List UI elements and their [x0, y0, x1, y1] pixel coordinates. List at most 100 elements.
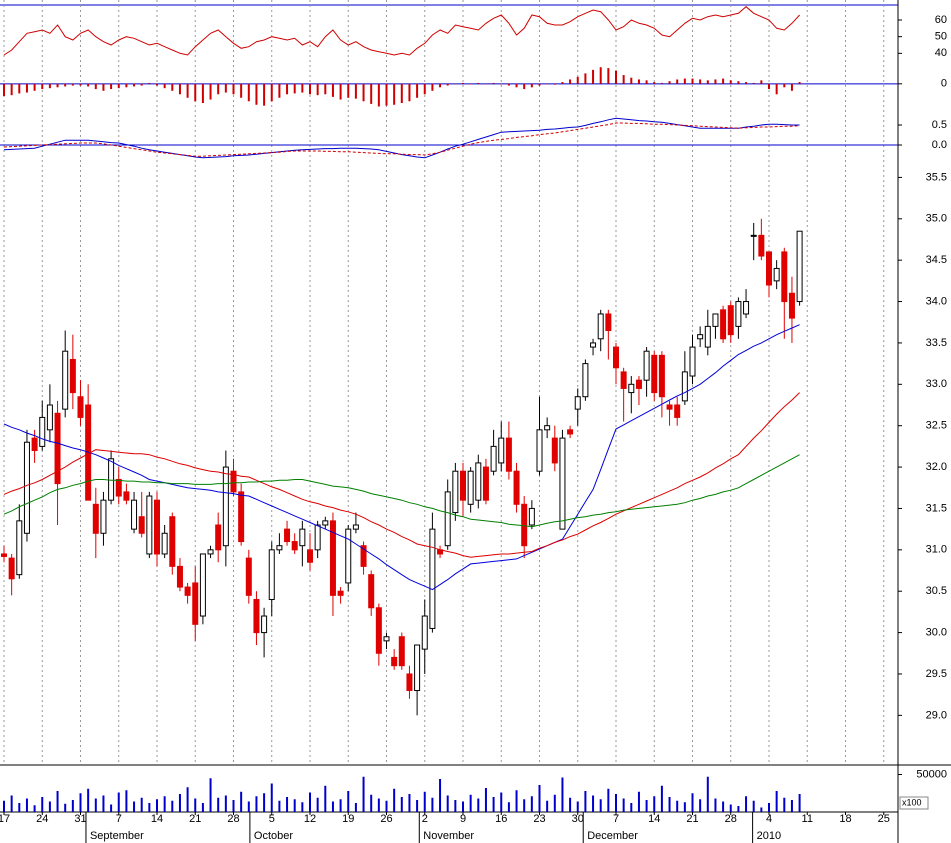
bar	[56, 83, 59, 88]
bar	[798, 794, 801, 812]
candle-body	[261, 615, 268, 634]
bar	[446, 795, 449, 812]
bar	[691, 78, 694, 84]
candle-body	[276, 545, 283, 551]
bar	[148, 82, 151, 84]
bar	[117, 792, 120, 812]
bar	[523, 799, 526, 812]
candle-body	[681, 371, 688, 402]
bar	[714, 79, 717, 84]
bar	[400, 83, 403, 104]
bar	[477, 82, 480, 84]
bar	[423, 83, 426, 95]
candle-body	[123, 491, 130, 501]
bar	[783, 797, 786, 812]
candle-body	[131, 499, 138, 530]
bar	[645, 80, 648, 84]
bar	[737, 806, 740, 812]
candle-body	[337, 590, 344, 596]
bar	[209, 83, 212, 100]
x-tick-label: 18	[839, 813, 851, 825]
bar	[584, 791, 587, 812]
y-tick-label: 30.5	[926, 585, 947, 597]
bar	[48, 801, 51, 812]
candle-body	[528, 507, 535, 526]
x-tick-label: 5	[269, 813, 275, 825]
candle-body	[39, 416, 46, 447]
bar	[431, 83, 434, 91]
bar	[538, 785, 541, 812]
bar	[484, 788, 487, 812]
y-tick-label: 35.0	[926, 213, 947, 225]
bar	[247, 801, 250, 812]
candle-body	[590, 342, 597, 348]
bar	[668, 797, 671, 812]
candle-body	[414, 644, 421, 692]
bar	[263, 83, 266, 106]
bar	[706, 776, 709, 812]
bar	[622, 798, 625, 812]
bar	[523, 83, 526, 90]
candle-body	[169, 516, 176, 567]
candle-body	[620, 371, 627, 389]
bar	[775, 83, 778, 95]
bar	[316, 797, 319, 812]
bar	[354, 83, 357, 99]
bar	[347, 83, 350, 98]
candle-body	[69, 358, 76, 394]
candle-body	[781, 251, 788, 303]
bar	[224, 83, 227, 93]
bar	[41, 797, 44, 812]
bar	[94, 798, 97, 812]
bar	[3, 83, 5, 97]
bar	[714, 798, 717, 812]
bar	[576, 76, 579, 84]
candle-body	[498, 437, 505, 464]
bar	[760, 807, 763, 812]
bar	[156, 799, 158, 812]
bar	[599, 67, 602, 84]
bar	[33, 805, 36, 812]
bar	[186, 787, 189, 812]
bar	[783, 83, 786, 88]
bar	[232, 800, 235, 812]
bar	[178, 83, 181, 95]
bar	[653, 82, 656, 84]
bar	[316, 83, 319, 96]
candle-body	[605, 313, 612, 332]
x-tick-label: 28	[227, 813, 239, 825]
bar	[171, 83, 174, 91]
bar	[286, 83, 289, 95]
bar	[569, 797, 572, 812]
bar	[416, 800, 419, 812]
month-label: December	[587, 830, 638, 842]
indicator-line	[3, 122, 800, 157]
bar	[110, 83, 113, 90]
candle-body	[574, 396, 581, 410]
candle-body	[238, 491, 245, 543]
candle-body	[46, 404, 53, 431]
bar	[270, 783, 273, 812]
bar	[561, 777, 564, 812]
candle-body	[460, 470, 466, 501]
x-tick-label: 21	[686, 813, 698, 825]
candle-body	[666, 404, 673, 410]
bar	[362, 776, 365, 812]
bar	[64, 803, 67, 812]
bar	[377, 83, 380, 107]
month-label: 2010	[757, 830, 781, 842]
bar	[637, 79, 640, 84]
candle-body	[773, 267, 780, 282]
y-tick-label: 29.0	[926, 709, 947, 721]
candle-body	[253, 598, 260, 634]
indicator-line	[3, 392, 800, 558]
bar	[668, 81, 671, 84]
candle-body	[1, 553, 7, 557]
candle-body	[291, 541, 298, 551]
bar	[561, 82, 564, 84]
bar	[500, 83, 503, 85]
candle-body	[796, 230, 803, 303]
bar	[33, 83, 36, 91]
bar	[270, 83, 273, 102]
